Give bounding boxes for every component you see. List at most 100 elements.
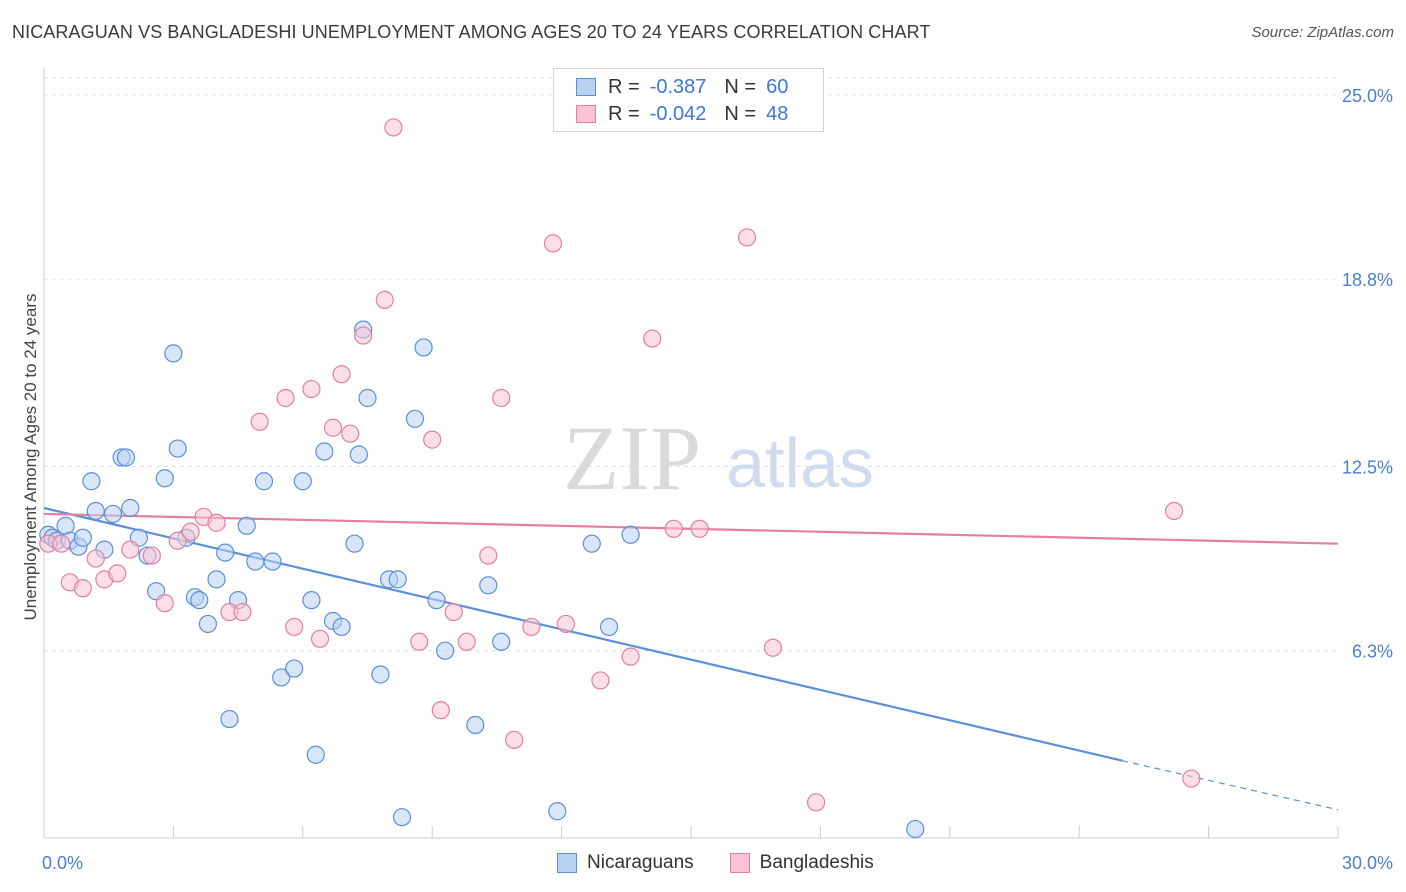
legend-n-value: 48 — [766, 102, 789, 125]
y-axis-title: Unemployment Among Ages 20 to 24 years — [21, 294, 40, 621]
point-bangladeshis — [168, 531, 187, 550]
point-nicaraguans — [246, 552, 265, 571]
point-nicaraguans — [345, 534, 364, 553]
point-bangladeshis — [108, 564, 127, 583]
point-nicaraguans — [220, 709, 239, 729]
y-tick-label: 25.0% — [1342, 86, 1393, 106]
point-bangladeshis — [1182, 769, 1201, 788]
x-tick-label: 30.0% — [1342, 853, 1393, 873]
point-nicaraguans — [466, 715, 485, 735]
point-bangladeshis — [207, 513, 226, 532]
point-nicaraguans — [332, 617, 351, 637]
point-nicaraguans — [371, 665, 390, 684]
axes — [43, 68, 1339, 839]
point-bangladeshis — [806, 793, 826, 812]
point-nicaraguans — [155, 469, 174, 488]
point-bangladeshis — [621, 647, 640, 666]
point-nicaraguans — [272, 668, 291, 687]
point-bangladeshis — [52, 534, 71, 553]
point-nicaraguans — [492, 632, 511, 651]
y-tick-label: 6.3% — [1352, 642, 1393, 662]
point-bangladeshis — [505, 730, 524, 749]
point-nicaraguans — [548, 802, 567, 821]
point-bangladeshis — [354, 326, 373, 345]
point-bangladeshis — [643, 329, 662, 348]
point-bangladeshis — [341, 424, 360, 443]
point-bangladeshis — [302, 379, 321, 399]
point-nicaraguans — [121, 498, 140, 518]
point-bangladeshis — [384, 118, 403, 137]
point-bangladeshis — [121, 540, 140, 559]
x-tick-label: 0.0% — [42, 853, 83, 873]
point-nicaraguans — [263, 552, 282, 571]
y-tick-label: 18.8% — [1342, 270, 1393, 290]
legend-label-bangladeshis: Bangladeshis — [759, 852, 874, 873]
point-bangladeshis — [375, 290, 394, 309]
legend-swatch-nicaraguans — [576, 78, 596, 96]
watermark-zip: ZIP — [563, 407, 701, 509]
point-nicaraguans — [358, 388, 377, 408]
point-bangladeshis — [423, 430, 442, 449]
legend-swatch-bangladeshis — [729, 853, 750, 873]
point-nicaraguans — [285, 659, 304, 678]
point-nicaraguans — [86, 501, 105, 521]
legend-r-value: -0.387 — [649, 75, 707, 98]
point-bangladeshis — [285, 617, 304, 637]
point-nicaraguans — [405, 409, 425, 428]
point-bangladeshis — [763, 638, 783, 657]
point-nicaraguans — [392, 808, 412, 827]
point-bangladeshis — [591, 671, 610, 690]
point-nicaraguans — [237, 516, 256, 535]
point-nicaraguans — [254, 472, 274, 491]
point-nicaraguans — [479, 576, 498, 595]
legend-n-label: N = — [724, 75, 757, 98]
point-nicaraguans — [427, 591, 446, 610]
point-bangladeshis — [276, 388, 295, 408]
data-points — [39, 118, 1201, 839]
point-bangladeshis — [431, 701, 450, 720]
point-bangladeshis — [522, 617, 541, 637]
y-tick-labels: 25.0% 18.8% 12.5% 6.3% — [1342, 86, 1393, 662]
point-nicaraguans — [207, 570, 226, 589]
legend-r-value: -0.042 — [649, 102, 707, 125]
chart-source: Source: ZipAtlas.com — [1251, 24, 1394, 41]
point-nicaraguans — [190, 591, 209, 610]
legend-label-nicaraguans: Nicaraguans — [587, 852, 694, 873]
point-bangladeshis — [155, 594, 174, 613]
point-nicaraguans — [216, 543, 235, 562]
point-nicaraguans — [349, 445, 368, 464]
watermark: ZIP atlas — [563, 407, 874, 509]
legend-item-nicaraguans[interactable]: Nicaraguans — [557, 852, 694, 874]
point-bangladeshis — [181, 522, 200, 541]
point-bangladeshis — [737, 228, 757, 247]
point-bangladeshis — [86, 549, 105, 568]
point-bangladeshis — [410, 632, 429, 651]
point-bangladeshis — [332, 365, 351, 384]
point-bangladeshis — [310, 629, 330, 648]
point-nicaraguans — [436, 641, 455, 660]
point-nicaraguans — [621, 525, 640, 544]
point-bangladeshis — [444, 602, 463, 622]
point-nicaraguans — [73, 528, 92, 547]
point-bangladeshis — [479, 546, 498, 565]
legend-r-label: R = — [608, 102, 640, 125]
point-nicaraguans — [388, 570, 407, 589]
legend-item-bangladeshis[interactable]: Bangladeshis — [729, 852, 874, 874]
series-legend: Nicaraguans Bangladeshis — [557, 852, 910, 874]
watermark-atlas: atlas — [726, 424, 874, 502]
point-bangladeshis — [142, 546, 161, 565]
point-nicaraguans — [116, 448, 136, 467]
chart-title: NICARAGUAN VS BANGLADESHI UNEMPLOYMENT A… — [12, 22, 931, 42]
point-nicaraguans — [306, 745, 325, 764]
legend-row-nicaraguans: R = -0.387 N = 60 — [576, 74, 788, 100]
point-bangladeshis — [556, 614, 576, 634]
stats-legend: R = -0.387 N = 60 R = -0.042 N = 48 — [553, 68, 824, 132]
point-bangladeshis — [233, 602, 252, 622]
point-bangladeshis — [492, 388, 511, 408]
grid-lines — [44, 77, 1338, 652]
point-nicaraguans — [198, 614, 218, 634]
point-nicaraguans — [168, 439, 187, 458]
y-tick-label: 12.5% — [1342, 457, 1393, 477]
point-nicaraguans — [582, 534, 601, 553]
